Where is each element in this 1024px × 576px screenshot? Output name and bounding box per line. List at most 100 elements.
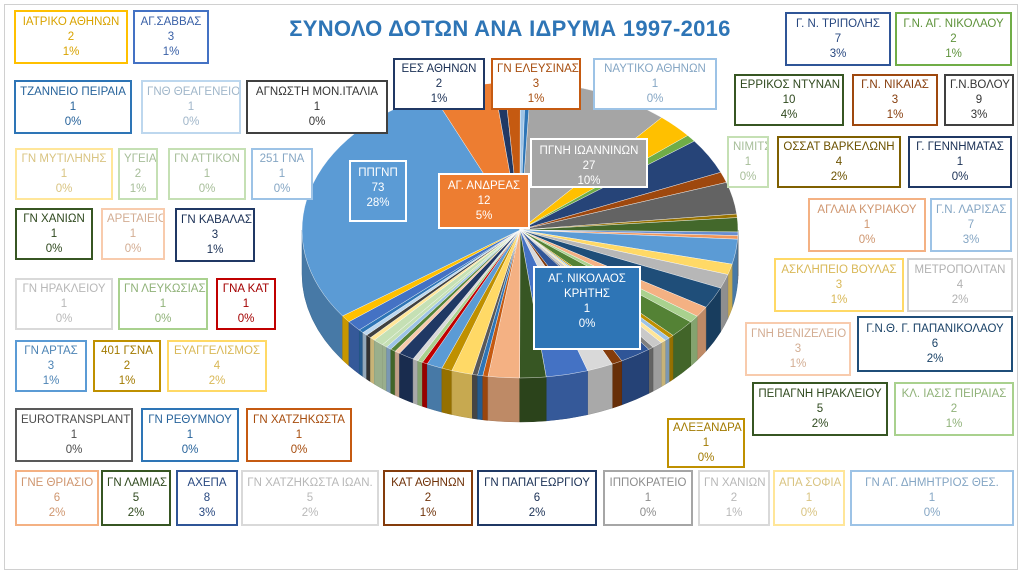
- label-percent: 3%: [962, 234, 980, 246]
- label-percent: 28%: [366, 197, 390, 209]
- label-name: ΓΝ ΜΥΤΙΛΗΝΗΣ: [21, 153, 107, 165]
- label-percent: 3%: [829, 48, 847, 60]
- data-label: ΓΝ ΕΛΕΥΣΙΝΑΣ 3 1%: [491, 58, 581, 110]
- slice-side-ΓΝ ΛΕΥΚΩΣΙΑΣ: [417, 360, 423, 407]
- label-name: ΑΠΑ ΣΟΦΙΑ: [779, 477, 842, 489]
- label-value: 1: [203, 168, 211, 180]
- label-value: 73: [371, 182, 385, 194]
- label-name: 251 ΓΝΑ: [259, 153, 305, 165]
- data-label: ΓΝ ΚΑΒΑΛΑΣ 3 1%: [175, 208, 255, 262]
- label-value: 2: [435, 78, 443, 90]
- label-value: 4: [835, 156, 843, 168]
- label-percent: 0%: [923, 507, 941, 519]
- label-percent: 2%: [811, 418, 829, 430]
- label-percent: 0%: [182, 116, 200, 128]
- data-label: ΕΥΑΓΓΕΛΙΣΜΟΣ 4 2%: [167, 340, 267, 392]
- data-label: ΓΝ ΧΑΤΖΗΚΩΣΤΑ ΙΩΑΝ. 5 2%: [241, 470, 379, 526]
- label-name: ΓΝ ΡΕΘΥΜΝΟΥ: [148, 414, 232, 426]
- data-label: ΚΑΤ ΑΘΗΝΩΝ 2 1%: [383, 470, 473, 526]
- label-value: 1: [313, 101, 321, 113]
- label-name: ΟΣΣΑΤ ΒΑΡΚΕΛΩΝΗ: [783, 141, 895, 153]
- inner-data-label: ΠΓΝΗ ΙΩΑΝΝΙΝΩΝ 27 10%: [530, 138, 648, 188]
- slice-side-ΓΝ ΧΑΝΙΩΝ: [652, 342, 662, 392]
- slice-side-ΑΓΝΩΣΤΗ ΜΟΝ.ΙΤΑΛΙΑ: [366, 334, 371, 383]
- data-label: ΝΙΜΙΤΣ 1 0%: [727, 136, 769, 188]
- data-label: ΑΓΝΩΣΤΗ ΜΟΝ.ΙΤΑΛΙΑ 1 0%: [246, 80, 388, 134]
- label-value: 1: [702, 437, 710, 449]
- label-percent: 0%: [65, 444, 83, 456]
- label-name: EUROTRANSPLANT: [21, 414, 131, 426]
- label-value: 2: [123, 360, 131, 372]
- label-value: 7: [834, 33, 842, 45]
- label-name: Γ.Ν.ΒΟΛΟΥ: [950, 79, 1010, 91]
- label-percent: 1%: [162, 46, 180, 58]
- slice-side-ΓΝ ΗΡΑΚΛΕΙΟΥ: [412, 358, 418, 406]
- slice-side-ΓΝ ΧΑΝΙΩΝ: [390, 348, 396, 396]
- label-percent: 0%: [697, 452, 715, 464]
- label-name: Γ.Ν. ΑΓ. ΝΙΚΟΛΑΟΥ: [903, 18, 1004, 30]
- slice-side-ΓΝΑ ΚΑΤ: [422, 362, 428, 409]
- data-label: ΑΧΕΠΑ 8 3%: [176, 470, 238, 526]
- label-percent: 0%: [55, 313, 73, 325]
- label-name: ΓΝ ΑΤΤΙΚΟΝ: [174, 153, 240, 165]
- label-name: ΓΝΕ ΘΡΙΑΣΙΟ: [21, 477, 94, 489]
- label-value: 3: [835, 279, 843, 291]
- label-name: ΓΝ ΠΑΠΑΓΕΩΡΓΙΟΥ: [484, 477, 590, 489]
- slice-side-EUROTRANSPLANT: [472, 374, 478, 420]
- label-name: ΝΑΥΤΙΚΟ ΑΘΗΝΩΝ: [604, 63, 706, 75]
- slice-side-ΑΓ.ΣΑΒΒΑΣ: [348, 321, 360, 375]
- label-value: 1: [744, 156, 752, 168]
- label-name: Γ. Ν. ΤΡΙΠΟΛΗΣ: [796, 18, 880, 30]
- label-value: 2: [950, 403, 958, 415]
- label-percent: 0%: [181, 444, 199, 456]
- label-value: 5: [132, 492, 140, 504]
- data-label: ΑΡΕΤΑΙΕΙΟ 1 0%: [101, 208, 165, 260]
- label-value: 1: [69, 101, 77, 113]
- label-percent: 2%: [127, 507, 145, 519]
- label-value: 6: [53, 492, 61, 504]
- label-value: 1: [159, 298, 167, 310]
- label-value: 12: [477, 195, 491, 207]
- label-name: 401 ΓΣΝΑ: [101, 345, 153, 357]
- data-label: Γ.Ν. ΑΓ. ΝΙΚΟΛΑΟΥ 2 1%: [895, 12, 1012, 66]
- label-value: 1: [863, 219, 871, 231]
- label-percent: 0%: [951, 171, 969, 183]
- chart-title: ΣΥΝΟΛΟ ΔΟΤΩΝ ΑΝΑ ΙΔΡΥΜΑ 1997-2016: [289, 16, 731, 41]
- slice-side-ΓΝ ΡΕΘΥΜΝΟΥ: [477, 374, 483, 421]
- label-value: 3: [794, 343, 802, 355]
- label-percent: 0%: [55, 183, 73, 195]
- data-label: ΝΑΥΤΙΚΟ ΑΘΗΝΩΝ 1 0%: [593, 58, 717, 110]
- data-label: ΥΓΕΙΑ 2 1%: [118, 148, 158, 200]
- label-name: ΑΓΝΩΣΤΗ ΜΟΝ.ΙΤΑΛΙΑ: [255, 86, 379, 98]
- label-value: 2: [730, 492, 738, 504]
- inner-data-label: ΑΓ. ΑΝΔΡΕΑΣ 12 5%: [438, 173, 530, 229]
- label-value: 1: [129, 228, 137, 240]
- data-label: ΑΓ.ΣΑΒΒΑΣ 3 1%: [133, 10, 209, 64]
- label-percent: 2%: [926, 353, 944, 365]
- data-label: ΑΓΛΑΙΑ ΚΥΡΙΑΚΟΥ 1 0%: [808, 198, 926, 252]
- label-name: ΥΓΕΙΑ: [124, 153, 157, 165]
- label-name: ΑΣΚΛΗΠΕΙΟ ΒΟΥΛΑΣ: [781, 264, 897, 276]
- label-percent: 1%: [789, 358, 807, 370]
- label-value: 1: [295, 429, 303, 441]
- data-label: ΜΕΤΡΟΠΟΛΙΤΑΝ 4 2%: [907, 258, 1013, 312]
- data-label: ΓΝΕ ΘΡΙΑΣΙΟ 6 2%: [15, 470, 99, 526]
- label-percent: 0%: [273, 183, 291, 195]
- label-value: 1: [186, 429, 194, 441]
- label-value: 1: [278, 168, 286, 180]
- label-name: ΓΝ ΧΑΝΙΩΝ: [23, 213, 85, 225]
- label-value: 1: [50, 228, 58, 240]
- data-label: ΓΝ ΑΤΤΙΚΟΝ 1 0%: [168, 148, 246, 200]
- slice-side-ΚΑΤ ΑΘΗΝΩΝ: [612, 360, 623, 409]
- label-percent: 0%: [64, 116, 82, 128]
- slice-side-ΓΝ ΚΑΒΑΛΑΣ: [399, 352, 414, 404]
- label-name: Γ.Ν.Θ. Γ. ΠΑΠΑΝΙΚΟΛΑΟΥ: [866, 323, 1004, 335]
- data-label: ΓΝ ΜΥΤΙΛΗΝΗΣ 1 0%: [15, 148, 113, 200]
- label-percent: 2%: [830, 171, 848, 183]
- label-percent: 2%: [951, 294, 969, 306]
- label-value: 1: [187, 101, 195, 113]
- slice-side-ΑΛΕΞΑΝΔΡΑ: [668, 334, 674, 383]
- label-name: Γ. ΓΕΝΝΗΜΑΤΑΣ: [916, 141, 1004, 153]
- label-name: ΑΓ. ΝΙΚΟΛΑΟΣ ΚΡΗΤΗΣ: [548, 273, 626, 300]
- slice-side-ΑΧΕΠΑ: [545, 370, 588, 422]
